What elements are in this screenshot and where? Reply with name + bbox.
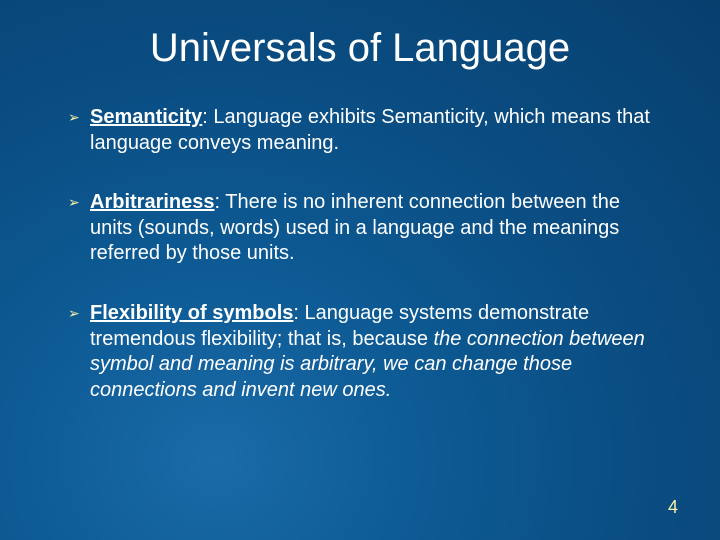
bullet-item: ➢ Flexibility of symbols: Language syste… (68, 301, 666, 403)
bullet-item: ➢ Semanticity: Language exhibits Semanti… (68, 105, 666, 156)
bullet-term: Flexibility of symbols (90, 302, 293, 324)
slide-title: Universals of Language (0, 0, 720, 81)
bullet-term: Arbitrariness (90, 191, 215, 213)
slide-content: ➢ Semanticity: Language exhibits Semanti… (0, 81, 720, 403)
bullet-marker-icon: ➢ (68, 301, 90, 323)
bullet-text: Semanticity: Language exhibits Semantici… (90, 105, 666, 156)
bullet-text: Flexibility of symbols: Language systems… (90, 301, 666, 403)
bullet-marker-icon: ➢ (68, 190, 90, 212)
bullet-term: Semanticity (90, 106, 202, 128)
bullet-text: Arbitrariness: There is no inherent conn… (90, 190, 666, 267)
bullet-item: ➢ Arbitrariness: There is no inherent co… (68, 190, 666, 267)
bullet-marker-icon: ➢ (68, 105, 90, 127)
page-number: 4 (668, 497, 678, 518)
